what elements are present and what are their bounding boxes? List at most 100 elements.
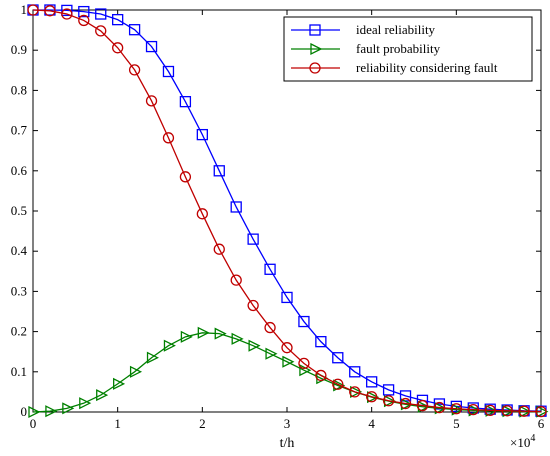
x-tick-label: 6 bbox=[538, 416, 545, 431]
data-point bbox=[79, 397, 92, 410]
data-point bbox=[349, 366, 361, 378]
data-point bbox=[95, 25, 107, 37]
x-axis-ticks: 0 1 2 3 4 5 6 bbox=[30, 10, 545, 431]
data-point bbox=[162, 132, 175, 144]
data-point bbox=[129, 365, 143, 378]
x-axis-multiplier-exponent: 4 bbox=[530, 433, 535, 444]
series-reliability-considering-fault bbox=[27, 4, 547, 418]
y-tick-label: 0.8 bbox=[11, 82, 27, 97]
data-point bbox=[44, 5, 56, 17]
data-point bbox=[112, 42, 124, 54]
y-tick-label: 0 bbox=[21, 404, 28, 419]
x-axis-label: t/h bbox=[280, 436, 295, 451]
data-point bbox=[28, 405, 41, 419]
legend-item-fault-probability: fault probability bbox=[291, 41, 441, 56]
y-tick-label: 0.4 bbox=[11, 243, 28, 258]
data-point bbox=[179, 171, 192, 183]
x-tick-label: 0 bbox=[30, 416, 37, 431]
legend-label-ideal-reliability: ideal reliability bbox=[356, 22, 436, 37]
y-tick-label: 1 bbox=[21, 2, 28, 17]
legend-item-ideal-reliability: ideal reliability bbox=[291, 22, 436, 37]
data-point bbox=[145, 40, 158, 53]
data-point bbox=[282, 355, 295, 368]
data-point bbox=[247, 233, 259, 245]
x-tick-label: 3 bbox=[284, 416, 291, 431]
y-tick-label: 0.9 bbox=[11, 42, 27, 57]
legend-label-fault-probability: fault probability bbox=[356, 41, 441, 56]
data-point bbox=[230, 201, 242, 213]
data-point bbox=[298, 357, 310, 370]
y-tick-label: 0.7 bbox=[11, 123, 28, 138]
data-point bbox=[162, 65, 175, 78]
data-point bbox=[113, 377, 126, 390]
y-tick-label: 0.2 bbox=[11, 324, 27, 339]
series-line bbox=[32, 9, 542, 413]
data-point bbox=[332, 352, 344, 364]
data-point bbox=[484, 404, 496, 417]
data-point bbox=[61, 4, 73, 17]
y-tick-label: 0.3 bbox=[11, 283, 27, 298]
data-point bbox=[214, 327, 227, 340]
data-point bbox=[45, 405, 58, 418]
data-point bbox=[467, 403, 479, 416]
data-point bbox=[265, 347, 278, 360]
legend-label-reliability-considering-fault: reliability considering fault bbox=[356, 60, 498, 75]
x-tick-label: 4 bbox=[368, 416, 375, 431]
data-point bbox=[180, 330, 193, 343]
data-point bbox=[179, 96, 192, 108]
data-point bbox=[96, 389, 109, 402]
data-point bbox=[417, 400, 430, 413]
data-point bbox=[197, 326, 210, 339]
data-point bbox=[112, 13, 124, 26]
series-layer bbox=[27, 4, 549, 419]
data-point bbox=[128, 24, 141, 36]
y-tick-label: 0.1 bbox=[11, 364, 27, 379]
data-point bbox=[450, 403, 462, 415]
x-tick-label: 2 bbox=[199, 416, 206, 431]
data-point bbox=[264, 263, 276, 275]
data-point bbox=[434, 402, 447, 415]
data-point bbox=[366, 391, 378, 403]
y-tick-label: 0.5 bbox=[11, 203, 27, 218]
data-point bbox=[382, 395, 395, 407]
data-point bbox=[349, 386, 361, 398]
data-point bbox=[62, 402, 75, 415]
legend: ideal reliability fault probability reli… bbox=[283, 16, 533, 82]
data-point bbox=[416, 399, 429, 412]
data-point bbox=[27, 4, 39, 16]
data-point bbox=[61, 8, 73, 20]
data-point bbox=[501, 405, 513, 417]
data-point bbox=[383, 395, 397, 408]
data-point bbox=[367, 391, 380, 404]
data-point bbox=[230, 274, 242, 286]
legend-item-reliability-considering-fault: reliability considering fault bbox=[291, 60, 498, 75]
data-point bbox=[382, 384, 395, 396]
data-point bbox=[399, 397, 412, 410]
data-point bbox=[163, 339, 176, 352]
y-tick-label: 0.6 bbox=[11, 163, 28, 178]
x-tick-label: 5 bbox=[453, 416, 460, 431]
data-point bbox=[248, 339, 261, 352]
x-axis-multiplier: ×104 bbox=[510, 433, 535, 450]
data-point bbox=[298, 315, 310, 328]
data-point bbox=[247, 299, 259, 312]
data-point bbox=[451, 403, 464, 416]
data-point bbox=[213, 165, 225, 177]
y-axis-ticks: 0 0.1 0.2 0.3 0.4 0.5 0.6 0.7 0.8 0.9 1 bbox=[11, 2, 541, 419]
data-point bbox=[315, 369, 327, 382]
data-point bbox=[145, 95, 158, 107]
data-point bbox=[350, 385, 363, 398]
x-axis-multiplier-base: ×10 bbox=[510, 435, 530, 450]
data-point bbox=[196, 128, 208, 141]
data-point bbox=[433, 401, 446, 414]
data-point bbox=[231, 332, 244, 345]
data-point bbox=[333, 379, 346, 392]
data-point bbox=[128, 64, 141, 76]
x-tick-label: 1 bbox=[114, 416, 121, 431]
data-point bbox=[315, 335, 327, 348]
data-point bbox=[332, 378, 344, 390]
data-point bbox=[366, 376, 378, 388]
data-point bbox=[535, 405, 547, 418]
data-point bbox=[281, 342, 293, 354]
data-point bbox=[146, 351, 159, 364]
